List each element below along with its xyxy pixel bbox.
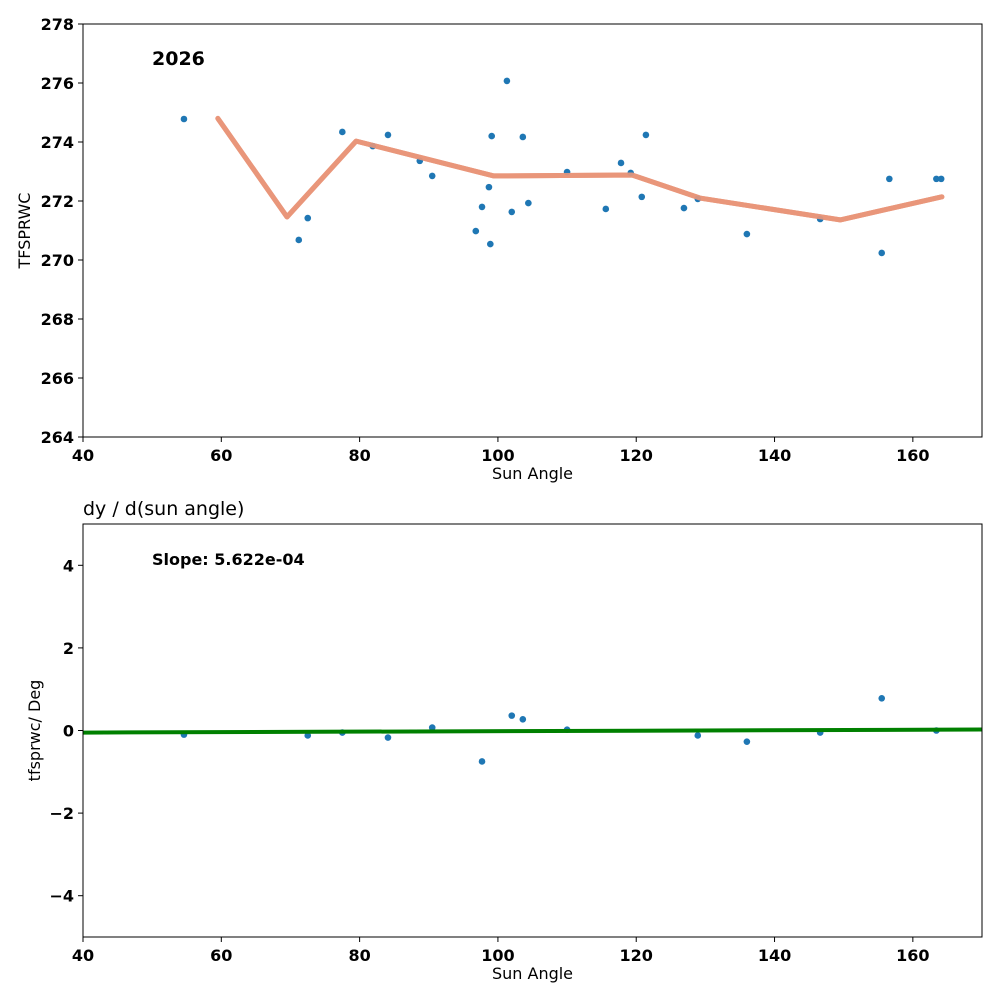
x-tick-label: 160 bbox=[896, 946, 929, 965]
data-point bbox=[743, 738, 751, 745]
y-tick-label: 278 bbox=[41, 15, 74, 34]
annotation: 2026 bbox=[152, 48, 205, 70]
x-tick-label: 140 bbox=[758, 946, 791, 965]
trend-line bbox=[215, 115, 945, 223]
axes-1: 40 60 80 100 120 140 160 264 266 268 270 272 274 276 2… bbox=[15, 15, 983, 483]
x-tick-label: 120 bbox=[620, 946, 653, 965]
y-tick-label: −2 bbox=[49, 804, 74, 823]
y-axis-label: tfsprwc/ Deg bbox=[25, 680, 44, 782]
data-point bbox=[617, 159, 625, 167]
data-point bbox=[886, 175, 893, 183]
x-tick-label: 80 bbox=[348, 946, 370, 965]
y-tick-label: 276 bbox=[41, 74, 74, 93]
data-point bbox=[428, 724, 436, 731]
data-point bbox=[295, 236, 303, 244]
data-point bbox=[503, 77, 511, 85]
x-axis-label: Sun Angle bbox=[492, 464, 573, 483]
y-tick-label: 4 bbox=[63, 556, 74, 575]
data-point bbox=[384, 734, 392, 741]
y-tick-label: 272 bbox=[41, 192, 74, 211]
data-point bbox=[384, 131, 392, 139]
data-point bbox=[472, 227, 480, 235]
data-point bbox=[180, 115, 188, 123]
data-point bbox=[487, 240, 494, 248]
x-tick-label: 120 bbox=[620, 446, 653, 465]
data-point bbox=[304, 214, 312, 222]
x-tick-label: 100 bbox=[481, 446, 514, 465]
x-tick-label: 40 bbox=[72, 446, 94, 465]
y-tick-label: −4 bbox=[49, 887, 74, 906]
data-point bbox=[478, 758, 486, 765]
x-tick-label: 140 bbox=[758, 446, 791, 465]
y-tick-label: 268 bbox=[41, 310, 74, 329]
y-tick-label: 0 bbox=[63, 722, 74, 741]
data-point bbox=[519, 716, 527, 723]
data-point bbox=[878, 249, 886, 257]
fit-line bbox=[82, 727, 983, 735]
axes-frame bbox=[82, 23, 983, 438]
y-tick-label: 266 bbox=[41, 369, 74, 388]
data-point bbox=[642, 131, 650, 139]
data-point bbox=[638, 193, 646, 201]
data-point bbox=[339, 128, 346, 136]
data-point bbox=[694, 732, 702, 739]
data-point bbox=[508, 208, 516, 216]
x-tick-label: 60 bbox=[210, 446, 232, 465]
x-tick-label: 160 bbox=[896, 446, 929, 465]
data-point bbox=[937, 175, 945, 183]
data-point bbox=[519, 133, 527, 141]
x-axis-label: Sun Angle bbox=[492, 964, 573, 983]
data-point bbox=[508, 712, 516, 719]
y-tick-label: 264 bbox=[41, 428, 74, 447]
axes-2: 40 60 80 100 120 140 160 −4 −2 0 2 4 Sun Angle tfsprw… bbox=[25, 498, 983, 983]
data-point bbox=[428, 172, 436, 180]
x-tick-label: 80 bbox=[348, 446, 370, 465]
data-point bbox=[478, 203, 486, 211]
x-tick-label: 40 bbox=[72, 946, 94, 965]
data-point bbox=[878, 694, 886, 702]
x-tick-label: 60 bbox=[210, 946, 232, 965]
data-point bbox=[488, 132, 495, 140]
y-tick-label: 2 bbox=[63, 639, 74, 658]
data-point bbox=[743, 230, 751, 238]
y-axis-label: TFSPRWC bbox=[15, 193, 34, 270]
x-tick-label: 100 bbox=[481, 946, 514, 965]
data-point bbox=[602, 205, 610, 213]
chart-title: dy / d(sun angle) bbox=[83, 498, 244, 520]
data-point bbox=[680, 204, 688, 212]
data-points bbox=[180, 77, 945, 257]
annotation: Slope: 5.622e-04 bbox=[152, 550, 305, 569]
data-point bbox=[525, 199, 532, 207]
y-tick-label: 274 bbox=[41, 133, 74, 152]
data-point bbox=[485, 183, 493, 191]
data-point bbox=[933, 175, 940, 183]
trend-line-overlay bbox=[215, 115, 945, 223]
y-tick-label: 270 bbox=[41, 251, 74, 270]
